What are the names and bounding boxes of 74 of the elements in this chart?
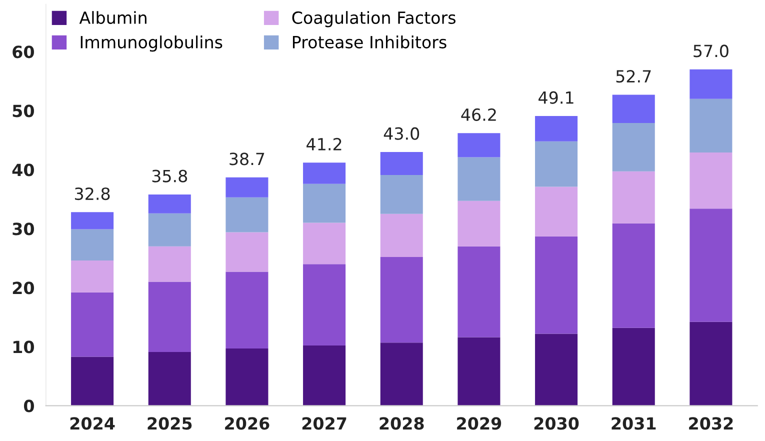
bar: [380, 342, 423, 406]
y-tick-label: 10: [13, 340, 34, 354]
bar: [71, 292, 114, 357]
x-tick-label: 2027: [302, 417, 346, 430]
bar: [380, 214, 423, 257]
total-label: 38.7: [230, 152, 264, 166]
bar: [690, 322, 732, 406]
bar: [148, 352, 191, 406]
bar: [71, 212, 114, 230]
legend-label: Immunoglobulins: [80, 36, 222, 52]
bar: [226, 232, 268, 272]
bar: [226, 197, 268, 232]
x-tick-label: 2025: [148, 417, 192, 430]
bar: [148, 282, 191, 352]
x-tick-label: 2024: [70, 417, 115, 430]
y-tick-label: 0: [24, 400, 34, 412]
bar: [612, 328, 655, 406]
legend-label: Coagulation Factors: [292, 11, 456, 28]
x-tick-label: 2030: [534, 417, 579, 430]
bar: [380, 152, 423, 175]
bar: [380, 257, 423, 343]
bar: [71, 260, 114, 292]
bar: [303, 346, 346, 406]
bar: [535, 186, 578, 236]
bar: [690, 69, 732, 99]
bar: [303, 222, 346, 264]
bar: [690, 98, 732, 153]
total-label: 32.8: [75, 187, 110, 200]
y-tick-label: 20: [12, 282, 34, 294]
bar: [226, 348, 268, 406]
x-tick-label: 2028: [380, 417, 424, 430]
total-label: 57.0: [694, 44, 728, 58]
bar: [612, 171, 655, 224]
x-tick-label: 2026: [225, 417, 270, 430]
bar: [303, 162, 346, 184]
total-label: 35.8: [152, 170, 188, 182]
total-label: 41.2: [306, 138, 342, 150]
bar: [148, 194, 191, 214]
bar: [535, 236, 578, 334]
bar: [226, 177, 268, 198]
y-tick-label: 50: [12, 104, 34, 118]
y-tick-label: 40: [12, 164, 34, 176]
total-label: 43.0: [384, 127, 420, 140]
bar: [458, 246, 500, 338]
bar: [303, 264, 346, 346]
total-label: 49.1: [538, 91, 574, 104]
x-tick-label: 2032: [689, 417, 733, 430]
bar: [303, 184, 346, 223]
bar: [148, 213, 191, 246]
bar: [612, 123, 655, 172]
bar: [226, 272, 268, 348]
bar: [535, 334, 578, 406]
x-tick-label: 2029: [457, 417, 502, 430]
legend-label: Albumin: [79, 11, 146, 24]
bar: [458, 337, 500, 406]
bar: [690, 208, 732, 322]
bar: [71, 356, 114, 406]
bar: [535, 116, 578, 142]
y-tick-label: 30: [12, 222, 34, 236]
y-tick-label: 60: [12, 46, 34, 58]
bar: [458, 157, 500, 201]
x-tick-label: 2031: [612, 417, 656, 430]
bar: [458, 200, 500, 246]
legend-label: Protease Inhibitors: [292, 36, 446, 48]
bar: [535, 141, 578, 187]
bar: [380, 174, 423, 214]
total-label: 46.2: [461, 108, 496, 121]
bar: [612, 94, 655, 124]
bar: [612, 223, 655, 328]
total-label: 52.7: [616, 70, 651, 83]
bar: [690, 152, 732, 209]
bar: [458, 133, 500, 158]
bar: [148, 246, 191, 282]
bar: [71, 229, 114, 261]
